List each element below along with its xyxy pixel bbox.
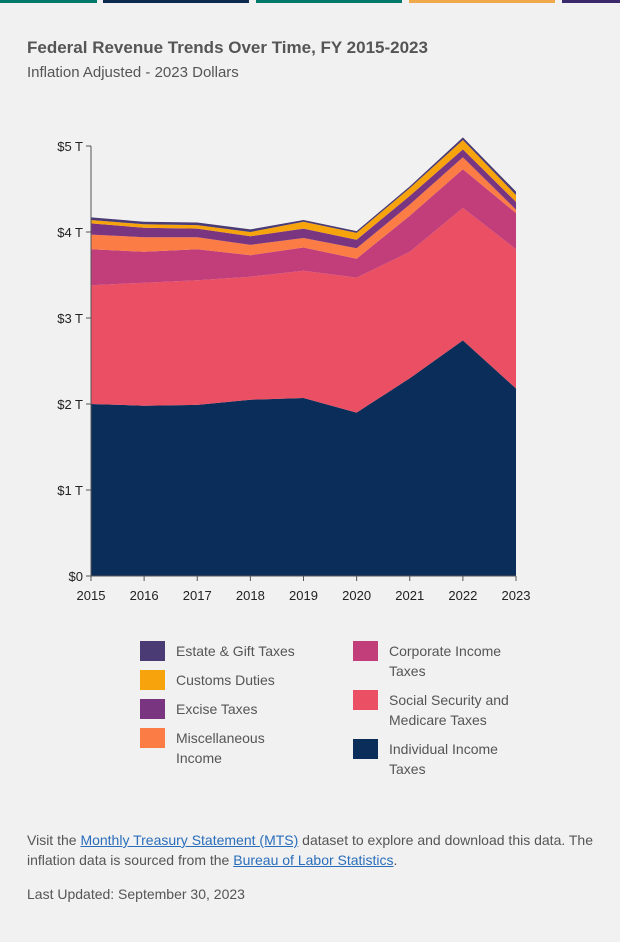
- legend-swatch: [140, 728, 165, 748]
- legend-item-excise[interactable]: Excise Taxes: [140, 699, 326, 719]
- footer-text: Visit the: [27, 832, 81, 848]
- legend-swatch: [140, 641, 165, 661]
- legend-label: Individual Income Taxes: [389, 741, 498, 777]
- x-tick-label: 2018: [236, 588, 265, 603]
- chart-title: Federal Revenue Trends Over Time, FY 201…: [27, 38, 428, 57]
- top-strip-segment-2: [103, 0, 249, 3]
- legend-label: Miscellaneous Income: [176, 730, 265, 766]
- top-strip-segment-1: [0, 0, 97, 3]
- legend-swatch: [353, 690, 378, 710]
- area-series-group: [91, 137, 516, 576]
- legend-item-social-security[interactable]: Social Security and Medicare Taxes: [353, 690, 529, 730]
- top-strip-segment-3: [256, 0, 402, 3]
- legend-label: Corporate Income Taxes: [389, 643, 502, 679]
- legend-swatch: [353, 641, 378, 661]
- y-tick-label: $5 T: [57, 139, 83, 154]
- legend-label: Social Security and Medicare Taxes: [389, 692, 509, 728]
- y-tick-label: $1 T: [57, 483, 83, 498]
- mts-link[interactable]: Monthly Treasury Statement (MTS): [80, 832, 299, 848]
- top-strip-segment-4: [409, 0, 555, 3]
- legend-item-individual[interactable]: Individual Income Taxes: [353, 739, 519, 779]
- legend-label: Estate & Gift Taxes: [176, 643, 295, 659]
- area-series-0[interactable]: [91, 340, 516, 576]
- legend-swatch: [140, 699, 165, 719]
- footer-text: .: [393, 852, 398, 868]
- x-tick-label: 2016: [130, 588, 159, 603]
- area-series-2[interactable]: [91, 169, 516, 286]
- y-tick-label: $4 T: [57, 225, 83, 240]
- axes-group: $0 $1 T $2 T $3 T $4 T $5 T 2015 2016 2017 2018 20…: [57, 139, 530, 603]
- legend-item-corporate[interactable]: Corporate Income Taxes: [353, 641, 519, 681]
- x-tick-label: 2022: [448, 588, 477, 603]
- y-tick-label: $2 T: [57, 397, 83, 412]
- legend-swatch: [140, 670, 165, 690]
- x-tick-label: 2020: [342, 588, 371, 603]
- last-updated: Last Updated: September 30, 2023: [27, 886, 245, 902]
- legend-label: Excise Taxes: [176, 701, 258, 717]
- x-tick-label: 2017: [183, 588, 212, 603]
- y-tick-label: $3 T: [57, 311, 83, 326]
- legend-label: Customs Duties: [176, 672, 275, 688]
- x-tick-label: 2023: [502, 588, 531, 603]
- area-series-6[interactable]: [91, 137, 516, 233]
- legend-item-customs[interactable]: Customs Duties: [140, 670, 326, 690]
- x-tick-label: 2021: [395, 588, 424, 603]
- area-series-3[interactable]: [91, 157, 516, 259]
- legend-item-miscellaneous[interactable]: Miscellaneous Income: [140, 728, 286, 768]
- stacked-area-chart: $0 $1 T $2 T $3 T $4 T $5 T 2015 2016 2017 2018 20…: [57, 137, 530, 603]
- legend-swatch: [353, 739, 378, 759]
- chart-subtitle: Inflation Adjusted - 2023 Dollars: [27, 64, 239, 81]
- y-tick-label: $0: [69, 569, 83, 584]
- legend-item-estate-gift[interactable]: Estate & Gift Taxes: [140, 641, 326, 661]
- top-strip-segment-5: [562, 0, 620, 3]
- footer-text: dataset to explore and download this dat…: [27, 832, 594, 868]
- area-series-1[interactable]: [91, 207, 516, 413]
- x-tick-label: 2019: [289, 588, 318, 603]
- footer-note: Visit the Monthly Treasury Statement (MT…: [27, 830, 607, 870]
- x-tick-label: 2015: [77, 588, 106, 603]
- bls-link[interactable]: Bureau of Labor Statistics: [233, 852, 394, 868]
